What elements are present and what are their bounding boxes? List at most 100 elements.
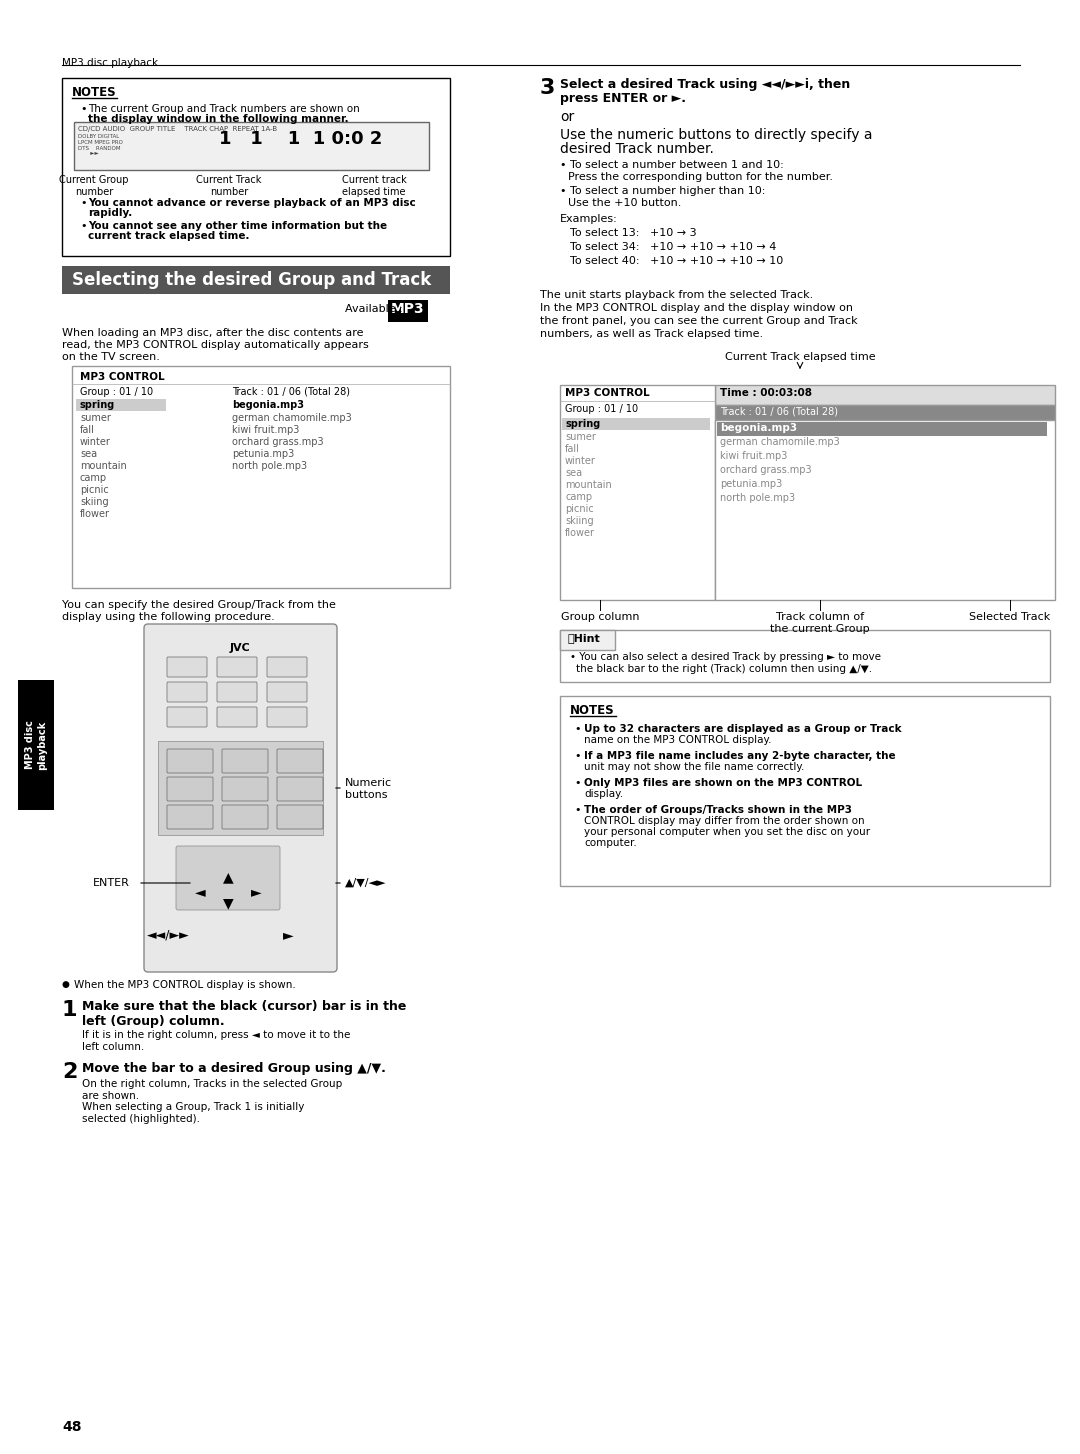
Text: computer.: computer. <box>584 838 637 848</box>
FancyBboxPatch shape <box>167 682 207 702</box>
FancyBboxPatch shape <box>217 707 257 727</box>
Text: Group column: Group column <box>561 612 639 622</box>
Text: Current Track elapsed time: Current Track elapsed time <box>725 352 875 362</box>
FancyBboxPatch shape <box>217 682 257 702</box>
Text: •: • <box>80 221 86 231</box>
Text: You can specify the desired Group/Track from the: You can specify the desired Group/Track … <box>62 601 336 611</box>
Text: north pole.mp3: north pole.mp3 <box>720 493 795 503</box>
FancyBboxPatch shape <box>167 776 213 801</box>
Text: german chamomile.mp3: german chamomile.mp3 <box>232 413 352 423</box>
Text: sea: sea <box>565 468 582 478</box>
Text: When the MP3 CONTROL display is shown.: When the MP3 CONTROL display is shown. <box>75 980 296 990</box>
Text: To select 40:   +10 → +10 → +10 → 10: To select 40: +10 → +10 → +10 → 10 <box>570 256 783 266</box>
Text: To select 34:   +10 → +10 → +10 → 4: To select 34: +10 → +10 → +10 → 4 <box>570 241 777 252</box>
Text: 48: 48 <box>62 1421 81 1434</box>
Text: begonia.mp3: begonia.mp3 <box>720 423 797 433</box>
Text: CONTROL display may differ from the order shown on: CONTROL display may differ from the orde… <box>584 816 865 826</box>
FancyBboxPatch shape <box>715 385 1055 406</box>
Text: Current Track
number: Current Track number <box>197 174 261 196</box>
FancyBboxPatch shape <box>222 776 268 801</box>
Text: mountain: mountain <box>565 480 611 490</box>
Text: desired Track number.: desired Track number. <box>561 142 714 156</box>
Text: 2: 2 <box>62 1061 78 1082</box>
Text: If it is in the right column, press ◄ to move it to the
left column.: If it is in the right column, press ◄ to… <box>82 1029 350 1051</box>
Text: MP3 CONTROL: MP3 CONTROL <box>565 388 650 398</box>
FancyBboxPatch shape <box>62 266 450 294</box>
Text: sea: sea <box>80 449 97 459</box>
Text: winter: winter <box>80 438 111 446</box>
Text: Current track
elapsed time: Current track elapsed time <box>341 174 406 196</box>
FancyBboxPatch shape <box>561 630 1050 682</box>
FancyBboxPatch shape <box>562 417 710 430</box>
Text: Group : 01 / 10: Group : 01 / 10 <box>80 387 153 397</box>
Text: Press the corresponding button for the number.: Press the corresponding button for the n… <box>568 172 833 182</box>
Text: ▲/▼/◄►: ▲/▼/◄► <box>345 878 387 888</box>
Text: Selecting the desired Group and Track: Selecting the desired Group and Track <box>72 270 431 289</box>
Text: 1: 1 <box>62 1000 78 1021</box>
Text: •: • <box>573 778 581 788</box>
Text: Group : 01 / 10: Group : 01 / 10 <box>565 404 638 414</box>
Text: If a MP3 file name includes any 2-byte character, the: If a MP3 file name includes any 2-byte c… <box>584 752 895 760</box>
Text: unit may not show the file name correctly.: unit may not show the file name correctl… <box>584 762 805 772</box>
FancyBboxPatch shape <box>715 420 1055 601</box>
FancyBboxPatch shape <box>167 657 207 678</box>
Text: mountain: mountain <box>80 461 126 471</box>
Text: • To select a number between 1 and 10:: • To select a number between 1 and 10: <box>561 160 784 170</box>
Text: petunia.mp3: petunia.mp3 <box>720 478 782 489</box>
Text: Available :: Available : <box>345 304 403 314</box>
Text: •: • <box>573 752 581 760</box>
Text: Current Group
number: Current Group number <box>59 174 129 196</box>
Text: flower: flower <box>565 528 595 538</box>
Text: ►: ► <box>283 928 294 942</box>
Text: The current Group and Track numbers are shown on: The current Group and Track numbers are … <box>87 105 360 113</box>
Text: picnic: picnic <box>565 505 594 515</box>
Text: petunia.mp3: petunia.mp3 <box>232 449 294 459</box>
Text: numbers, as well as Track elapsed time.: numbers, as well as Track elapsed time. <box>540 329 764 339</box>
Text: Track : 01 / 06 (Total 28): Track : 01 / 06 (Total 28) <box>720 407 838 417</box>
FancyBboxPatch shape <box>388 300 428 321</box>
Text: Time : 00:03:08: Time : 00:03:08 <box>720 388 812 398</box>
Text: camp: camp <box>80 473 107 483</box>
Text: NOTES: NOTES <box>570 704 615 717</box>
Text: name on the MP3 CONTROL display.: name on the MP3 CONTROL display. <box>584 736 771 744</box>
Text: Track column of: Track column of <box>775 612 864 622</box>
Text: MP3 disc
playback: MP3 disc playback <box>25 720 46 769</box>
FancyBboxPatch shape <box>144 624 337 973</box>
FancyBboxPatch shape <box>267 707 307 727</box>
Text: ►: ► <box>251 885 261 899</box>
Text: Track : 01 / 06 (Total 28): Track : 01 / 06 (Total 28) <box>232 387 350 397</box>
FancyBboxPatch shape <box>222 806 268 829</box>
Text: flower: flower <box>80 509 110 519</box>
Text: ◄: ◄ <box>194 885 205 899</box>
FancyBboxPatch shape <box>167 707 207 727</box>
Text: or: or <box>561 111 575 124</box>
FancyBboxPatch shape <box>561 696 1050 885</box>
Text: On the right column, Tracks in the selected Group
are shown.
When selecting a Gr: On the right column, Tracks in the selec… <box>82 1079 342 1124</box>
Text: winter: winter <box>565 457 596 465</box>
Text: rapidly.: rapidly. <box>87 208 132 218</box>
Text: •: • <box>573 724 581 734</box>
FancyBboxPatch shape <box>158 742 323 835</box>
Text: ◄◄/►►: ◄◄/►► <box>147 928 189 941</box>
Text: sumer: sumer <box>80 413 111 423</box>
Text: Select a desired Track using ◄◄/►►i, then: Select a desired Track using ◄◄/►►i, the… <box>561 79 850 92</box>
Text: You cannot advance or reverse playback of an MP3 disc: You cannot advance or reverse playback o… <box>87 198 416 208</box>
Text: • To select a number higher than 10:: • To select a number higher than 10: <box>561 186 766 196</box>
FancyBboxPatch shape <box>176 846 280 910</box>
Text: spring: spring <box>80 400 116 410</box>
FancyBboxPatch shape <box>276 806 323 829</box>
Text: Selected Track: Selected Track <box>970 612 1051 622</box>
Text: your personal computer when you set the disc on your: your personal computer when you set the … <box>584 827 870 838</box>
Text: To select 13:   +10 → 3: To select 13: +10 → 3 <box>570 228 697 238</box>
Text: MP3: MP3 <box>391 302 424 316</box>
Text: •: • <box>80 198 86 208</box>
FancyBboxPatch shape <box>18 680 54 810</box>
Text: JVC: JVC <box>230 643 251 653</box>
Text: fall: fall <box>80 425 95 435</box>
Text: display.: display. <box>584 790 623 800</box>
Text: The unit starts playback from the selected Track.: The unit starts playback from the select… <box>540 289 813 300</box>
Text: CD/CD AUDIO  GROUP TITLE    TRACK CHAP  REPEAT 1A-B: CD/CD AUDIO GROUP TITLE TRACK CHAP REPEA… <box>78 126 278 132</box>
FancyBboxPatch shape <box>72 366 450 587</box>
FancyBboxPatch shape <box>276 749 323 774</box>
Text: Examples:: Examples: <box>561 214 618 224</box>
